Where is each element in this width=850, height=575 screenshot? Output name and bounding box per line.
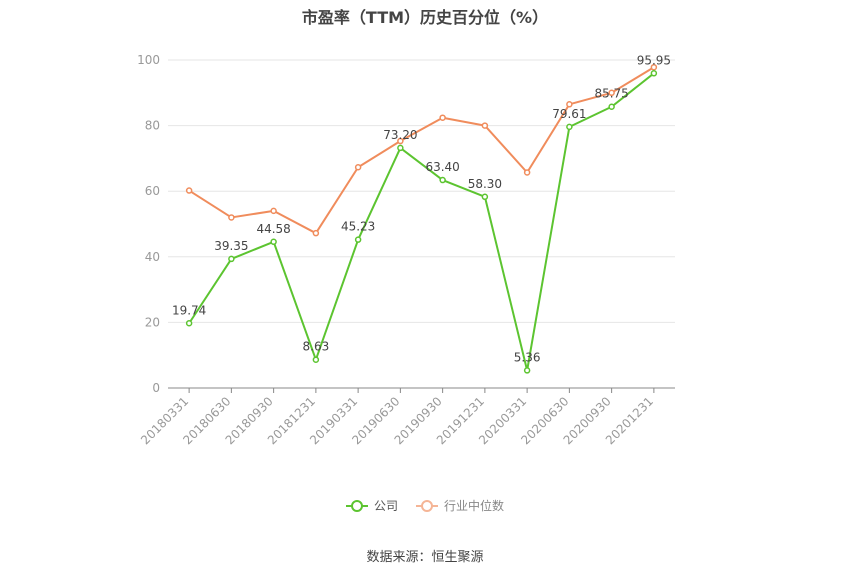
data-point-company	[608, 103, 615, 110]
data-point-industry-median	[650, 63, 658, 71]
data-point-industry-median	[608, 89, 615, 97]
y-tick-label: 40	[145, 250, 160, 264]
series-line-industry-median	[188, 66, 655, 235]
data-label-company: 63.40	[425, 160, 459, 174]
data-point-company	[185, 320, 193, 327]
data-point-company	[523, 367, 531, 374]
data-point-industry-median	[354, 164, 362, 171]
data-point-company	[650, 70, 658, 77]
y-tick-label: 80	[145, 119, 160, 133]
data-source: 数据来源：恒生聚源	[366, 550, 484, 565]
data-point-industry-median	[270, 207, 277, 215]
data-point-industry-median	[312, 229, 320, 237]
legend-item-industry-median[interactable]: 行业中位数	[416, 497, 504, 514]
legend-label-industry-median: 行业中位数	[444, 499, 505, 513]
data-label-company: 8.63	[303, 340, 330, 354]
chart-title: 市盈率（TTM）历史百分位（%）	[301, 8, 549, 27]
data-label-company: 39.35	[214, 239, 248, 253]
series-line-company	[188, 72, 655, 372]
data-point-company	[354, 236, 362, 243]
data-label-company: 95.95	[637, 53, 671, 67]
data-point-industry-median	[397, 137, 404, 145]
data-point-company	[397, 144, 404, 152]
data-point-industry-median	[566, 101, 573, 108]
data-point-industry-median	[228, 214, 235, 221]
data-point-company	[228, 255, 235, 263]
data-point-industry-median	[523, 169, 531, 176]
legend-swatch-company	[345, 499, 368, 512]
data-label-company: 19.74	[172, 303, 206, 317]
data-label-company: 85.75	[594, 87, 628, 101]
data-point-industry-median	[481, 122, 489, 129]
data-point-company	[481, 193, 489, 201]
legend-swatch-industry-median	[416, 499, 438, 512]
data-label-company: 45.23	[341, 220, 375, 234]
y-tick-label: 60	[145, 184, 160, 198]
data-point-company	[439, 176, 446, 184]
y-tick-label: 0	[152, 381, 160, 395]
data-point-company	[312, 356, 320, 363]
data-label-company: 73.20	[383, 128, 417, 142]
data-point-company	[270, 238, 277, 246]
legend: 公司 行业中位数	[0, 497, 850, 514]
legend-item-company[interactable]: 公司	[345, 497, 398, 514]
legend-label-company: 公司	[373, 499, 398, 513]
y-tick-label: 20	[145, 315, 160, 329]
data-label-company: 44.58	[256, 222, 290, 236]
data-point-company	[566, 123, 573, 131]
data-label-company: 79.61	[552, 107, 586, 121]
data-label-company: 5.36	[514, 350, 541, 364]
data-point-industry-median	[185, 187, 193, 194]
y-tick-label: 100	[137, 53, 160, 67]
data-label-company: 58.30	[468, 177, 502, 191]
data-point-industry-median	[439, 114, 446, 121]
